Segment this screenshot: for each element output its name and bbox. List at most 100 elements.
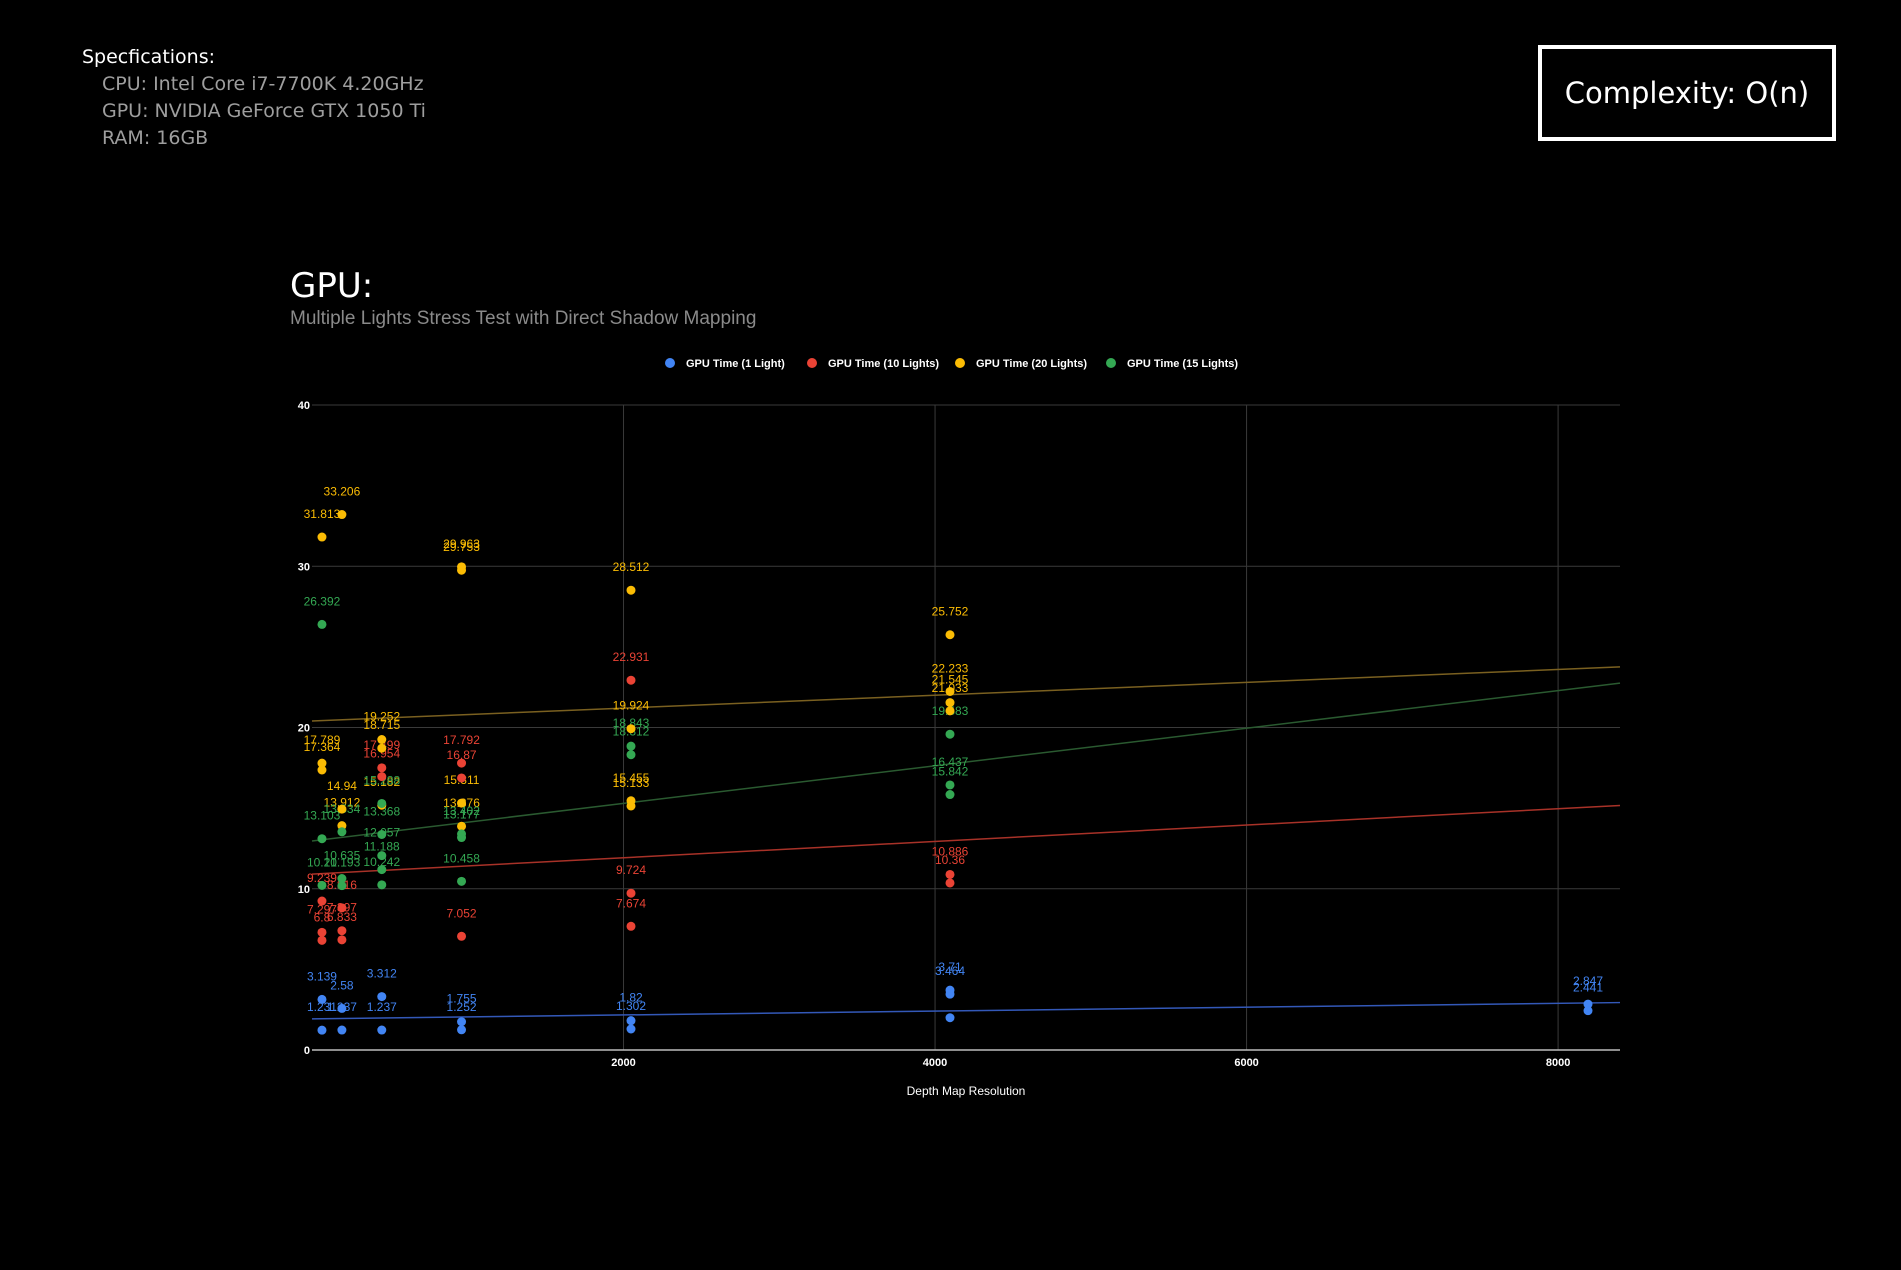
data-point[interactable]: [377, 798, 387, 808]
data-point[interactable]: [337, 903, 347, 913]
data-point[interactable]: [626, 675, 636, 685]
data-point[interactable]: [377, 992, 387, 1002]
data-point[interactable]: [377, 865, 387, 875]
data-point[interactable]: [317, 994, 327, 1004]
y-tick-label: 0: [304, 1045, 310, 1057]
legend-label: GPU Time (20 Lights): [976, 358, 1087, 370]
data-points: [317, 510, 1593, 1035]
data-point[interactable]: [317, 765, 327, 775]
data-point[interactable]: [1583, 999, 1593, 1009]
data-point[interactable]: [337, 804, 347, 814]
data-point[interactable]: [377, 880, 387, 890]
data-point[interactable]: [626, 801, 636, 811]
data-label: 15.133: [613, 776, 650, 790]
data-point[interactable]: [317, 896, 327, 906]
data-point[interactable]: [337, 1025, 347, 1035]
legend[interactable]: GPU Time (1 Light) GPU Time (10 Lights) GP…: [665, 358, 1238, 370]
data-point[interactable]: [317, 532, 327, 542]
data-point[interactable]: [377, 763, 387, 773]
data-point[interactable]: [945, 869, 955, 879]
data-point[interactable]: [337, 874, 347, 884]
data-point[interactable]: [377, 851, 387, 861]
data-label: 6.833: [327, 910, 357, 924]
data-point[interactable]: [457, 833, 467, 843]
data-point[interactable]: [457, 565, 467, 575]
data-point[interactable]: [945, 706, 955, 716]
data-point[interactable]: [317, 834, 327, 844]
legend-label: GPU Time (1 Light): [686, 358, 785, 370]
data-point[interactable]: [317, 880, 327, 890]
data-label: 13.402: [443, 804, 480, 818]
data-label: 10.21: [307, 855, 337, 869]
data-label: 28.512: [613, 560, 650, 574]
data-point[interactable]: [626, 724, 636, 734]
data-point[interactable]: [337, 510, 347, 520]
data-point[interactable]: [945, 878, 955, 888]
data-point[interactable]: [945, 780, 955, 790]
data-point[interactable]: [626, 1024, 636, 1034]
y-tick-label: 10: [298, 884, 310, 896]
chart-title: GPU:: [290, 266, 374, 306]
data-point[interactable]: [377, 829, 387, 839]
data-point[interactable]: [945, 790, 955, 800]
data-point[interactable]: [317, 935, 327, 945]
data-point[interactable]: [457, 758, 467, 768]
data-label: 1.252: [447, 1000, 477, 1014]
legend-item[interactable]: GPU Time (1 Light): [665, 358, 785, 370]
data-point[interactable]: [317, 1025, 327, 1035]
data-point[interactable]: [377, 772, 387, 782]
data-point[interactable]: [945, 1013, 955, 1023]
data-point[interactable]: [377, 735, 387, 745]
data-label: 18.843: [613, 716, 650, 730]
legend-marker: [665, 358, 675, 368]
data-point[interactable]: [457, 1025, 467, 1035]
ram-spec: RAM: 16GB: [102, 127, 209, 149]
data-point[interactable]: [457, 931, 467, 941]
data-point[interactable]: [377, 1025, 387, 1035]
data-point[interactable]: [626, 750, 636, 760]
data-point[interactable]: [626, 921, 636, 931]
data-point[interactable]: [317, 619, 327, 629]
data-point[interactable]: [945, 630, 955, 640]
data-label: 3.312: [367, 967, 397, 981]
data-point[interactable]: [626, 585, 636, 595]
data-point[interactable]: [337, 881, 347, 891]
x-tick-label: 2000: [611, 1057, 635, 1069]
data-point[interactable]: [626, 888, 636, 898]
data-point[interactable]: [945, 698, 955, 708]
data-label: 17.792: [443, 733, 480, 747]
data-label: 1.302: [616, 999, 646, 1013]
trendline: [311, 1001, 1621, 1020]
data-label: 15.455: [613, 771, 650, 785]
data-label: 13.368: [363, 804, 400, 818]
trendlines: [311, 666, 1621, 1020]
legend-item[interactable]: GPU Time (10 Lights): [807, 358, 939, 370]
data-point[interactable]: [1583, 1006, 1593, 1016]
data-point[interactable]: [317, 927, 327, 937]
data-point[interactable]: [457, 1017, 467, 1027]
data-point[interactable]: [945, 989, 955, 999]
data-point[interactable]: [337, 935, 347, 945]
data-point[interactable]: [337, 926, 347, 936]
data-point[interactable]: [457, 821, 467, 831]
data-point[interactable]: [337, 1003, 347, 1013]
legend-item[interactable]: GPU Time (20 Lights): [955, 358, 1087, 370]
data-label: 14.94: [327, 779, 357, 793]
data-point[interactable]: [457, 876, 467, 886]
data-label: 33.206: [324, 485, 361, 499]
data-label: 31.813: [304, 507, 341, 521]
data-point[interactable]: [945, 686, 955, 696]
data-point[interactable]: [945, 729, 955, 739]
data-point[interactable]: [457, 773, 467, 783]
data-label: 2.58: [330, 978, 354, 992]
data-label: 10.458: [443, 851, 480, 865]
data-point[interactable]: [377, 743, 387, 753]
data-label: 17.364: [304, 740, 341, 754]
data-point[interactable]: [626, 1016, 636, 1026]
data-point[interactable]: [317, 758, 327, 768]
data-point[interactable]: [626, 741, 636, 751]
data-point[interactable]: [337, 827, 347, 837]
legend-item[interactable]: GPU Time (15 Lights): [1106, 358, 1238, 370]
data-point[interactable]: [457, 798, 467, 808]
complexity-text: Complexity: O(n): [1564, 76, 1810, 110]
